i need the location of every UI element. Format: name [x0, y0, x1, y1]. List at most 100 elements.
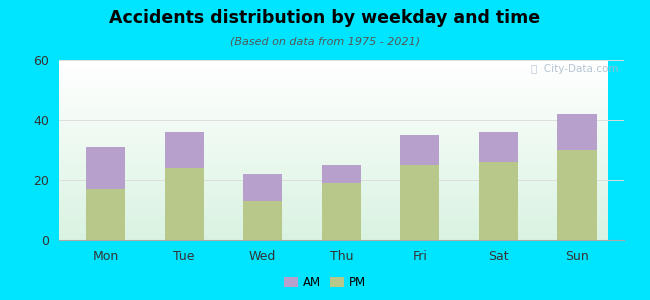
Bar — [58, 125, 608, 126]
Bar — [58, 182, 608, 184]
Bar — [58, 197, 608, 198]
Bar — [58, 239, 608, 240]
Bar — [58, 68, 608, 70]
Bar — [58, 118, 608, 119]
Bar — [58, 200, 608, 202]
Bar — [58, 148, 608, 149]
Bar — [58, 199, 608, 200]
Bar — [58, 235, 608, 236]
Bar — [58, 196, 608, 197]
Bar — [58, 74, 608, 76]
Bar — [58, 85, 608, 86]
Bar — [58, 160, 608, 161]
Bar — [58, 194, 608, 196]
Bar — [58, 114, 608, 115]
Bar — [58, 146, 608, 148]
Bar — [58, 184, 608, 185]
Bar — [58, 211, 608, 212]
Bar — [58, 80, 608, 82]
Bar — [58, 78, 608, 79]
Bar — [58, 67, 608, 68]
Bar — [58, 115, 608, 116]
Bar — [400, 165, 439, 240]
Bar — [58, 95, 608, 96]
Bar — [58, 127, 608, 128]
Bar — [58, 175, 608, 176]
Bar — [58, 108, 608, 109]
Bar — [86, 147, 125, 189]
Bar — [58, 164, 608, 166]
Bar — [58, 234, 608, 235]
Bar — [58, 173, 608, 174]
Bar — [400, 135, 439, 165]
Bar — [86, 189, 125, 240]
Bar — [58, 138, 608, 139]
Bar — [58, 215, 608, 216]
Bar — [58, 192, 608, 193]
Bar — [164, 132, 204, 168]
Bar — [58, 128, 608, 130]
Bar — [58, 236, 608, 238]
Bar — [58, 72, 608, 73]
Bar — [58, 86, 608, 88]
Bar — [58, 131, 608, 132]
Bar — [58, 64, 608, 65]
Bar — [58, 89, 608, 90]
Bar — [58, 71, 608, 72]
Bar — [58, 191, 608, 192]
Bar — [58, 100, 608, 101]
Bar — [58, 206, 608, 208]
Bar — [58, 113, 608, 114]
Bar — [58, 65, 608, 66]
Bar — [58, 204, 608, 205]
Bar — [58, 133, 608, 134]
Bar — [58, 62, 608, 64]
Bar — [58, 178, 608, 179]
Bar — [58, 90, 608, 91]
Bar — [58, 77, 608, 78]
Bar — [58, 218, 608, 220]
Bar — [58, 76, 608, 77]
Bar — [478, 162, 518, 240]
Bar — [58, 209, 608, 210]
Bar — [58, 172, 608, 173]
Bar — [58, 162, 608, 163]
Bar — [58, 220, 608, 221]
Bar — [58, 94, 608, 95]
Bar — [58, 179, 608, 180]
Bar — [58, 227, 608, 228]
Bar — [58, 132, 608, 133]
Bar — [58, 119, 608, 120]
Bar — [58, 156, 608, 157]
Bar — [58, 112, 608, 113]
Bar — [58, 154, 608, 155]
Bar — [58, 91, 608, 92]
Bar — [58, 137, 608, 138]
Text: (Based on data from 1975 - 2021): (Based on data from 1975 - 2021) — [230, 36, 420, 46]
Bar — [58, 214, 608, 215]
Bar — [58, 121, 608, 122]
Bar — [58, 61, 608, 62]
Bar — [557, 150, 597, 240]
Bar — [58, 104, 608, 106]
Bar — [557, 114, 597, 150]
Bar — [58, 126, 608, 127]
Bar — [58, 163, 608, 164]
Bar — [58, 73, 608, 74]
Bar — [58, 142, 608, 143]
Bar — [58, 212, 608, 214]
Bar — [58, 79, 608, 80]
Bar — [58, 167, 608, 168]
Bar — [164, 168, 204, 240]
Bar — [58, 140, 608, 142]
Bar — [58, 150, 608, 151]
Bar — [58, 139, 608, 140]
Bar — [243, 201, 282, 240]
Bar — [58, 226, 608, 227]
Bar — [58, 185, 608, 186]
Bar — [58, 230, 608, 232]
Bar — [58, 158, 608, 160]
Bar — [58, 66, 608, 67]
Bar — [58, 149, 608, 150]
Bar — [58, 109, 608, 110]
